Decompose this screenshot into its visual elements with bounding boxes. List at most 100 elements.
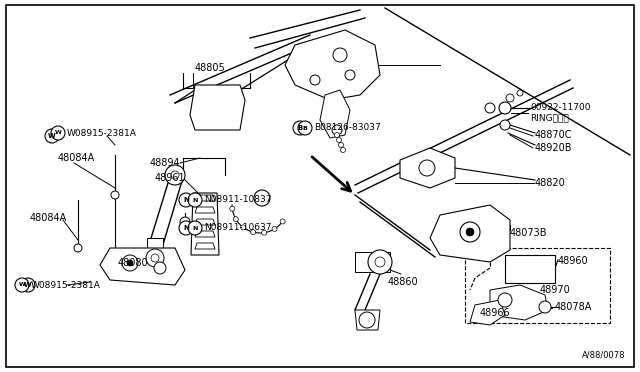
Circle shape: [179, 221, 193, 235]
Polygon shape: [430, 205, 510, 262]
Circle shape: [460, 222, 480, 242]
Circle shape: [15, 278, 29, 292]
Circle shape: [234, 217, 238, 222]
Polygon shape: [490, 285, 548, 320]
Text: 48080: 48080: [118, 258, 148, 268]
Circle shape: [340, 148, 346, 153]
Text: N: N: [192, 198, 198, 202]
Circle shape: [122, 255, 138, 271]
Circle shape: [51, 126, 65, 140]
Polygon shape: [195, 195, 215, 201]
Circle shape: [500, 120, 510, 130]
Polygon shape: [355, 252, 390, 272]
Circle shape: [337, 138, 342, 142]
Circle shape: [332, 125, 342, 135]
Text: B: B: [303, 125, 307, 131]
Text: 48870C: 48870C: [535, 130, 573, 140]
Text: W: W: [24, 282, 32, 288]
Polygon shape: [355, 310, 380, 330]
Polygon shape: [470, 300, 505, 325]
Text: B: B: [298, 125, 303, 131]
Circle shape: [21, 278, 35, 292]
Circle shape: [335, 132, 339, 138]
Circle shape: [146, 249, 164, 267]
Text: N08911-10637: N08911-10637: [204, 224, 271, 232]
Text: 48084A: 48084A: [58, 153, 95, 163]
Text: 48860: 48860: [388, 277, 419, 287]
Circle shape: [230, 206, 235, 211]
Circle shape: [506, 94, 514, 102]
Text: B08126-83037: B08126-83037: [314, 124, 381, 132]
Text: 48970: 48970: [540, 285, 571, 295]
Circle shape: [333, 48, 347, 62]
Circle shape: [517, 90, 523, 96]
Circle shape: [254, 190, 270, 206]
Polygon shape: [195, 219, 215, 225]
Polygon shape: [195, 243, 215, 249]
Polygon shape: [400, 148, 455, 188]
Text: A/88/0078: A/88/0078: [582, 351, 625, 360]
Polygon shape: [100, 248, 185, 285]
Polygon shape: [190, 85, 245, 130]
Circle shape: [298, 121, 312, 135]
Circle shape: [45, 129, 59, 143]
Text: W08915-2381A: W08915-2381A: [67, 128, 137, 138]
Circle shape: [310, 75, 320, 85]
Text: W: W: [48, 133, 56, 139]
Circle shape: [498, 293, 512, 307]
Circle shape: [154, 262, 166, 274]
Circle shape: [251, 230, 255, 235]
Circle shape: [127, 260, 133, 266]
Circle shape: [180, 217, 190, 227]
Circle shape: [262, 230, 267, 235]
Text: 48920B: 48920B: [535, 143, 573, 153]
Text: N: N: [183, 197, 189, 203]
Text: 48805: 48805: [195, 63, 226, 73]
Circle shape: [339, 142, 344, 148]
Text: 48961: 48961: [155, 173, 186, 183]
Circle shape: [499, 102, 511, 114]
Circle shape: [293, 121, 307, 135]
Text: 48078A: 48078A: [555, 302, 593, 312]
Text: 00922-11700: 00922-11700: [530, 103, 591, 112]
Circle shape: [171, 171, 179, 179]
Polygon shape: [195, 207, 215, 213]
Text: W: W: [19, 282, 26, 288]
Circle shape: [419, 160, 435, 176]
Text: 48894: 48894: [150, 158, 180, 168]
Circle shape: [272, 227, 277, 231]
Text: 48960: 48960: [558, 256, 589, 266]
Text: 48966: 48966: [480, 308, 511, 318]
Polygon shape: [285, 30, 380, 100]
Text: W: W: [54, 131, 61, 135]
Text: N: N: [183, 225, 189, 231]
Circle shape: [188, 221, 202, 235]
Circle shape: [179, 193, 193, 207]
Text: N08911-10837: N08911-10837: [204, 196, 271, 205]
Circle shape: [375, 257, 385, 267]
Text: RINGリング: RINGリング: [530, 113, 569, 122]
Text: N: N: [192, 225, 198, 231]
Circle shape: [466, 228, 474, 236]
Circle shape: [539, 301, 551, 313]
Text: 48073B: 48073B: [510, 228, 547, 238]
Circle shape: [188, 193, 202, 207]
Text: W08915-2381A: W08915-2381A: [31, 280, 101, 289]
Text: 48820: 48820: [535, 178, 566, 188]
Circle shape: [241, 225, 246, 230]
Circle shape: [345, 70, 355, 80]
Circle shape: [165, 165, 185, 185]
Polygon shape: [135, 250, 160, 266]
Circle shape: [151, 254, 159, 262]
Polygon shape: [320, 90, 350, 138]
Circle shape: [368, 250, 392, 274]
Circle shape: [485, 103, 495, 113]
Bar: [465, 248, 610, 323]
Polygon shape: [195, 231, 215, 237]
Circle shape: [280, 219, 285, 224]
Polygon shape: [147, 238, 163, 263]
Bar: [505, 255, 555, 283]
Circle shape: [359, 312, 375, 328]
Circle shape: [111, 191, 119, 199]
Text: 48084A: 48084A: [30, 213, 67, 223]
